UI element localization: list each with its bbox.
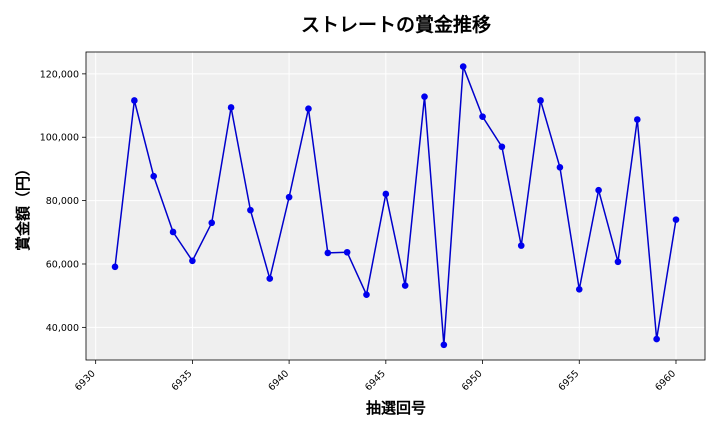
x-tick-label: 6940 <box>266 368 291 393</box>
y-axis-label: 賞金額（円） <box>14 161 32 251</box>
data-point <box>459 63 467 70</box>
axis-frame <box>85 51 706 361</box>
data-point <box>672 216 680 223</box>
data-point <box>633 116 641 123</box>
data-point <box>324 249 332 257</box>
data-point <box>382 190 390 198</box>
data-point <box>498 143 506 151</box>
data-point <box>614 258 622 266</box>
x-tick-label: 6950 <box>460 368 485 393</box>
series-line <box>114 65 677 346</box>
y-axis-ticks: 40,000 60,000 80,000 100,000 120,000 <box>40 69 86 334</box>
data-point <box>556 164 564 171</box>
data-point <box>150 172 158 180</box>
data-point <box>363 291 370 299</box>
data-point <box>575 286 583 293</box>
data-point <box>653 335 660 343</box>
data-point <box>343 248 351 256</box>
data-point <box>595 186 602 194</box>
data-point <box>208 219 216 227</box>
data-point <box>537 97 544 104</box>
x-tick-label: 6955 <box>557 368 582 393</box>
x-tick-label: 6930 <box>73 368 98 393</box>
x-tick-label: 6935 <box>170 368 195 393</box>
x-tick-label: 6960 <box>653 368 678 393</box>
data-point <box>131 97 138 104</box>
data-point <box>305 105 312 113</box>
y-tick-label: 40,000 <box>46 323 79 334</box>
y-tick-label: 120,000 <box>40 69 79 80</box>
x-axis-label: 抽選回号 <box>366 399 426 417</box>
data-point <box>479 113 486 120</box>
y-tick-label: 80,000 <box>46 196 79 207</box>
y-tick-label: 60,000 <box>46 259 79 270</box>
data-point <box>169 228 177 236</box>
data-point <box>401 282 409 289</box>
data-series <box>111 63 680 349</box>
data-point <box>247 206 254 214</box>
data-point <box>517 242 525 249</box>
data-point <box>189 257 196 265</box>
chart-title: ストレートの賞金推移 <box>301 13 491 36</box>
data-point <box>285 193 293 201</box>
y-tick-label: 100,000 <box>40 133 79 144</box>
data-point <box>440 341 448 349</box>
data-point <box>266 275 274 282</box>
x-axis-ticks: 6930 6935 6940 6945 6950 6955 6960 <box>73 360 678 393</box>
plot-area <box>86 52 705 360</box>
data-point <box>111 263 119 271</box>
x-tick-label: 6945 <box>363 368 388 393</box>
data-point <box>421 93 428 100</box>
axes <box>85 51 706 361</box>
data-point <box>227 104 235 111</box>
